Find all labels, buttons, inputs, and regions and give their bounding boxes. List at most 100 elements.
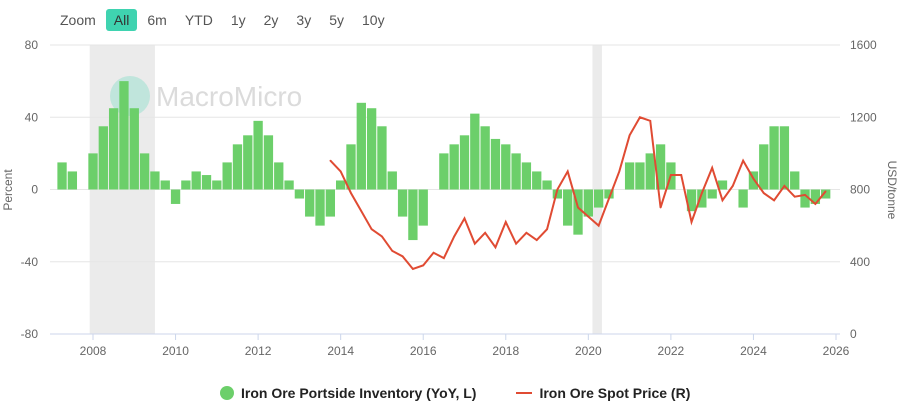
inventory-bar	[697, 189, 707, 208]
y-right-tick: 1200	[850, 110, 877, 124]
zoom-all-button[interactable]: All	[105, 9, 138, 31]
price-point	[494, 246, 497, 249]
price-point	[783, 185, 786, 187]
price-point	[618, 170, 621, 173]
zoom-3y-button[interactable]: 3y	[296, 12, 312, 28]
inventory-bar	[532, 171, 542, 190]
zoom-ytd-button[interactable]: YTD	[184, 12, 213, 28]
y-left-tick: -80	[21, 327, 39, 341]
price-point	[659, 206, 662, 209]
zoom-6m-button[interactable]: 6m	[147, 12, 167, 28]
price-point	[412, 268, 414, 270]
inventory-bar	[470, 113, 480, 190]
inventory-bar	[356, 102, 366, 190]
inventory-bar	[707, 189, 717, 199]
inventory-bar	[139, 153, 150, 190]
inventory-bar	[67, 171, 78, 190]
inventory-bar	[759, 144, 769, 190]
price-point	[443, 257, 445, 259]
inventory-bar	[336, 180, 346, 190]
price-point	[824, 190, 827, 193]
inventory-bar	[397, 189, 408, 217]
inventory-bar	[748, 171, 759, 190]
zoom-5y-button[interactable]: 5y	[329, 12, 344, 28]
inventory-bar	[253, 120, 263, 190]
inventory-bar	[573, 189, 583, 235]
inventory-bar	[129, 108, 139, 190]
zoom-2y-button[interactable]: 2y	[263, 12, 279, 28]
legend-inventory[interactable]: Iron Ore Portside Inventory (YoY, L)	[241, 385, 477, 401]
price-point	[804, 194, 806, 196]
inventory-bar	[222, 162, 232, 190]
price-point	[432, 251, 435, 254]
price-point	[711, 167, 713, 169]
inventory-bar	[119, 81, 129, 190]
inventory-bar	[150, 171, 160, 190]
price-point	[474, 242, 476, 245]
price-point	[608, 197, 610, 200]
inventory-bar	[563, 189, 573, 226]
price-point	[422, 264, 425, 267]
inventory-bar	[552, 189, 563, 199]
inventory-bar	[769, 126, 779, 190]
inventory-bar	[305, 189, 315, 217]
legend-price[interactable]: Iron Ore Spot Price (R)	[539, 385, 691, 401]
inventory-bar	[521, 162, 532, 190]
inventory-bar	[191, 171, 201, 190]
x-tick: 2020	[575, 344, 602, 358]
inventory-bar	[170, 189, 181, 204]
y-right-tick: 1600	[850, 38, 877, 52]
price-point	[381, 235, 383, 238]
zoom-1y-button[interactable]: 1y	[230, 12, 246, 28]
price-point	[690, 221, 693, 223]
inventory-bar	[408, 189, 418, 241]
inventory-bar	[57, 162, 67, 190]
inventory-bar	[243, 135, 253, 190]
inventory-bar	[108, 108, 119, 190]
price-point	[484, 232, 486, 234]
price-point	[587, 215, 590, 218]
inventory-bar	[635, 162, 645, 190]
x-tick: 2024	[740, 344, 767, 358]
watermark: MacroMicro	[156, 81, 302, 112]
inventory-bar	[325, 189, 336, 217]
inventory-bar	[160, 180, 170, 190]
y-left-tick: 40	[25, 110, 39, 124]
inventory-bar	[263, 135, 274, 190]
price-point	[525, 232, 528, 234]
price-point	[515, 242, 517, 245]
inventory-bar	[212, 180, 222, 190]
inventory-bar	[449, 144, 459, 190]
y-right-label: USD/tonne	[885, 161, 899, 220]
zoom-10y-button[interactable]: 10y	[362, 12, 385, 28]
price-point	[814, 203, 817, 205]
price-point	[556, 188, 559, 191]
inventory-bar	[387, 171, 397, 190]
price-point	[639, 116, 641, 119]
legend-price-marker	[516, 392, 533, 394]
price-point	[742, 159, 744, 162]
inventory-bar	[315, 189, 325, 226]
inventory-bar	[604, 189, 614, 199]
price-point	[773, 199, 775, 202]
inventory-bar	[800, 189, 810, 208]
inventory-bar	[346, 144, 356, 190]
chart-svg: MacroMicro80400-40-801600120080040002008…	[1, 38, 899, 358]
price-point	[453, 235, 455, 238]
price-point	[360, 210, 363, 212]
inventory-bar	[686, 189, 697, 212]
price-point	[350, 192, 352, 194]
price-point	[391, 250, 394, 252]
price-point	[329, 159, 332, 162]
inventory-bar	[490, 138, 501, 190]
inventory-bar	[624, 162, 635, 190]
x-tick: 2014	[327, 344, 354, 358]
inventory-bar	[790, 171, 800, 190]
price-point	[401, 255, 404, 258]
inventory-bar	[284, 180, 294, 190]
price-point	[732, 185, 734, 187]
inventory-bar	[181, 180, 191, 190]
x-tick: 2018	[492, 344, 519, 358]
inventory-bar	[232, 144, 243, 190]
